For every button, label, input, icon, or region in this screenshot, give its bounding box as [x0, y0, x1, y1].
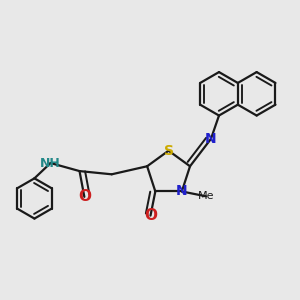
- Text: N: N: [176, 184, 188, 199]
- Text: Me: Me: [198, 191, 214, 201]
- Text: S: S: [164, 144, 174, 158]
- Text: O: O: [78, 189, 91, 204]
- Text: N: N: [205, 132, 217, 146]
- Text: O: O: [144, 208, 157, 223]
- Text: NH: NH: [40, 157, 61, 169]
